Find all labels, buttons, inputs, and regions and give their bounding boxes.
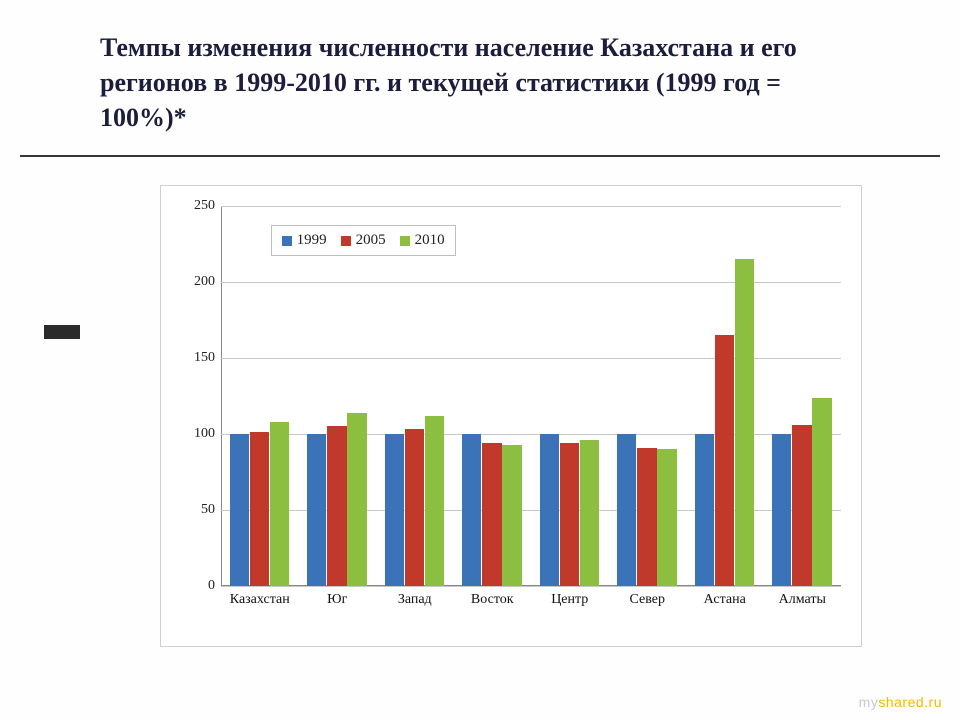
legend-item: 2010	[400, 232, 445, 249]
legend-label: 1999	[297, 232, 327, 249]
bar	[405, 429, 424, 586]
bar	[580, 440, 599, 586]
bar	[637, 448, 656, 586]
bar	[250, 432, 269, 586]
y-axis	[221, 206, 222, 586]
watermark: myshared.ru	[859, 694, 942, 710]
decorative-bar	[44, 325, 80, 339]
legend-label: 2010	[415, 232, 445, 249]
xtick-label: Запад	[398, 592, 432, 608]
gridline	[221, 206, 841, 207]
bar	[792, 425, 811, 586]
legend-item: 2005	[341, 232, 386, 249]
title-underline	[20, 155, 940, 157]
xtick-label: Север	[630, 592, 665, 608]
gridline	[221, 586, 841, 587]
bar	[307, 434, 326, 586]
ytick-label: 200	[194, 274, 215, 290]
bar	[347, 413, 366, 586]
bar	[657, 449, 676, 586]
bar	[502, 445, 521, 586]
bar	[230, 434, 249, 586]
xtick-label: Центр	[551, 592, 588, 608]
bar	[462, 434, 481, 586]
slide: Темпы изменения численности население Ка…	[0, 0, 960, 720]
bar	[385, 434, 404, 586]
bar	[560, 443, 579, 586]
ytick-label: 100	[194, 426, 215, 442]
plot-area: 050100150200250КазахстанЮгЗападВостокЦен…	[221, 206, 841, 586]
bar	[540, 434, 559, 586]
bar	[482, 443, 501, 586]
watermark-right: shared.ru	[878, 694, 942, 710]
xtick-label: Юг	[327, 592, 347, 608]
ytick-label: 150	[194, 350, 215, 366]
watermark-left: my	[859, 694, 879, 710]
ytick-label: 250	[194, 198, 215, 214]
legend-swatch	[282, 236, 292, 246]
legend-swatch	[341, 236, 351, 246]
legend: 1999 2005 2010	[271, 225, 456, 256]
bar	[772, 434, 791, 586]
xtick-label: Казахстан	[230, 592, 290, 608]
bar	[270, 422, 289, 586]
chart-container: 0 50 100 150 200 250 Казахстан Юг Запад Восток Цен…	[160, 185, 862, 647]
bar	[617, 434, 636, 586]
ytick-label: 50	[201, 502, 215, 518]
xtick-label: Алматы	[779, 592, 826, 608]
legend-label: 2005	[356, 232, 386, 249]
bar	[715, 335, 734, 586]
legend-item: 1999	[282, 232, 327, 249]
bar	[327, 426, 346, 586]
slide-title: Темпы изменения численности население Ка…	[100, 30, 870, 135]
bar	[425, 416, 444, 586]
ytick-label: 0	[208, 578, 215, 594]
legend-swatch	[400, 236, 410, 246]
bar	[735, 259, 754, 586]
xtick-label: Восток	[471, 592, 514, 608]
xtick-label: Астана	[704, 592, 746, 608]
bar	[695, 434, 714, 586]
bar	[812, 398, 831, 586]
